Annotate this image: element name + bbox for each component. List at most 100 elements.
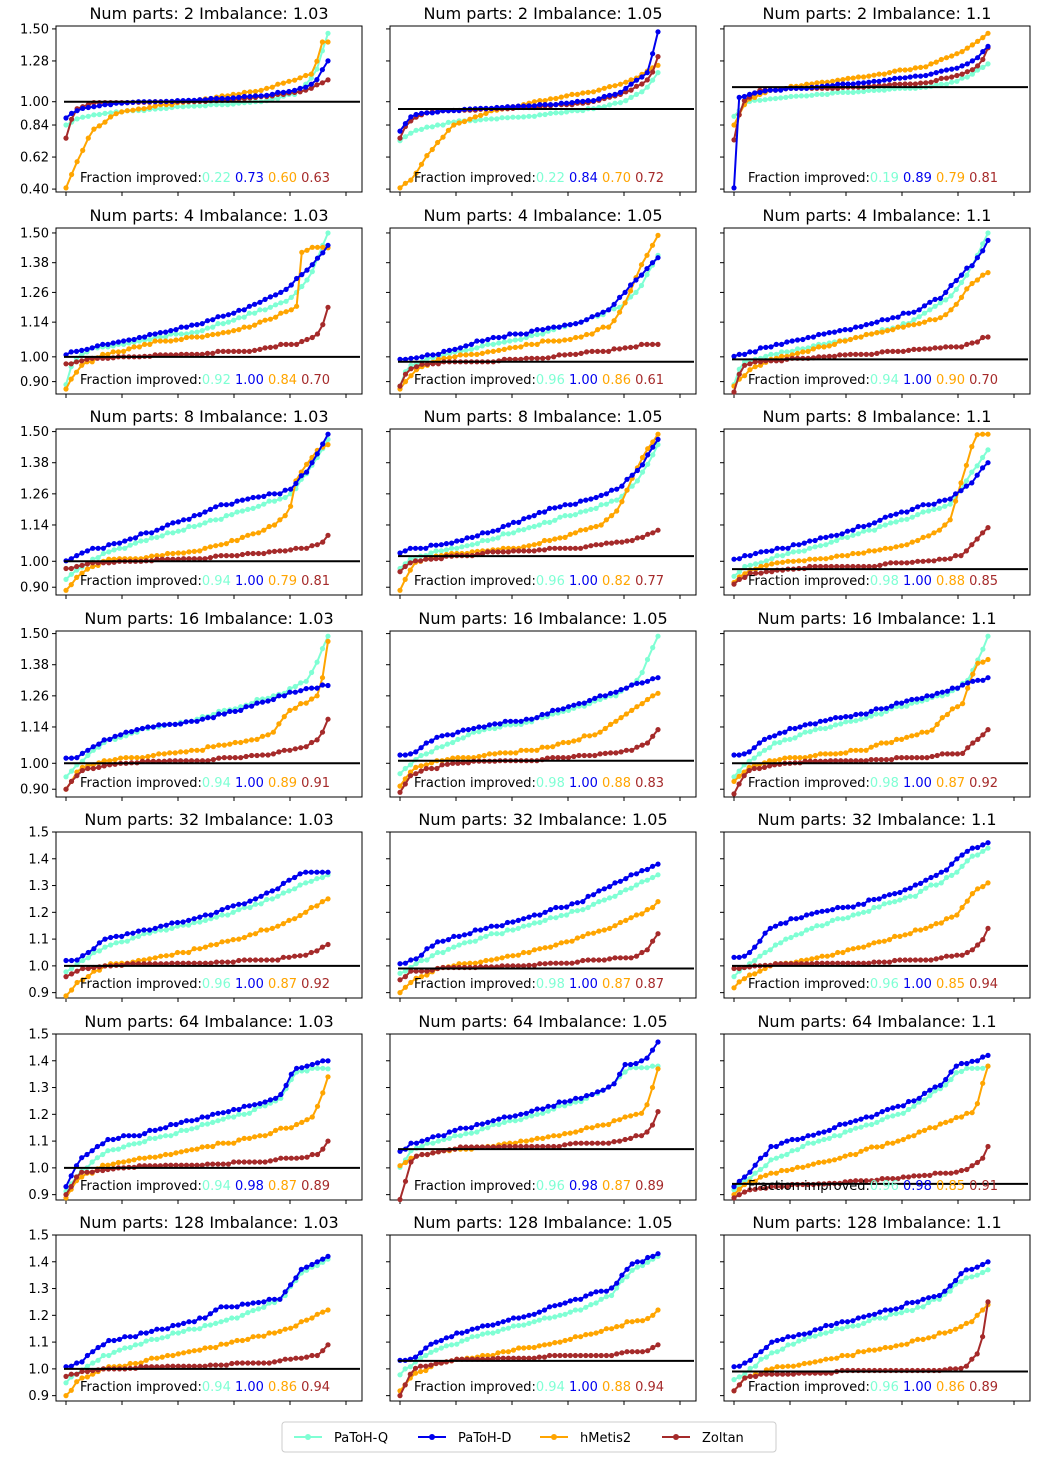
data-point <box>821 1159 827 1165</box>
data-point <box>613 750 619 756</box>
data-point <box>924 755 930 761</box>
data-point <box>855 1315 861 1321</box>
data-point <box>624 476 630 482</box>
data-point <box>429 124 435 130</box>
data-point <box>826 353 832 359</box>
data-point <box>916 1129 922 1135</box>
data-point <box>282 494 288 501</box>
data-point <box>131 336 137 343</box>
data-point <box>556 1099 562 1105</box>
data-point <box>531 523 537 530</box>
data-point <box>985 656 991 663</box>
data-point <box>886 70 893 76</box>
data-point <box>424 957 430 963</box>
data-point <box>452 354 458 360</box>
data-point <box>747 1365 753 1371</box>
data-point <box>603 501 610 507</box>
y-tick-label: 0.90 <box>20 581 49 596</box>
data-point <box>413 364 420 370</box>
data-point <box>95 1357 101 1363</box>
data-point <box>779 1140 785 1146</box>
data-point <box>835 81 841 87</box>
data-point <box>593 523 599 530</box>
data-point <box>320 1058 326 1064</box>
data-point <box>540 327 546 333</box>
data-point <box>741 773 747 779</box>
data-point <box>282 1356 288 1362</box>
data-point <box>763 1172 769 1178</box>
data-point <box>958 1060 965 1067</box>
data-point <box>186 1319 192 1325</box>
data-point <box>861 909 867 915</box>
data-point <box>215 1161 221 1167</box>
data-point <box>840 77 846 83</box>
data-point <box>937 1170 944 1176</box>
data-point <box>789 1148 795 1154</box>
data-point <box>974 463 980 469</box>
data-point <box>273 302 279 308</box>
data-point <box>639 879 645 885</box>
data-point <box>111 1349 117 1355</box>
data-point <box>947 501 953 507</box>
data-point <box>644 678 651 684</box>
data-point <box>319 874 325 881</box>
data-point <box>921 346 928 352</box>
data-point <box>774 560 780 566</box>
data-point <box>923 72 929 79</box>
data-point <box>277 1328 283 1334</box>
y-tick-label: 1.38 <box>20 256 49 271</box>
data-point <box>245 496 251 502</box>
data-point <box>157 1126 163 1132</box>
data-point <box>881 901 887 907</box>
data-point <box>499 923 505 929</box>
subplot: Num parts: 4 Imbalance: 1.030.901.001.14… <box>20 206 363 398</box>
data-point <box>249 703 255 709</box>
data-point <box>449 540 455 546</box>
data-point <box>634 1259 641 1265</box>
y-tick-label: 1.4 <box>28 1255 49 1270</box>
data-point <box>197 1347 203 1353</box>
data-point <box>518 718 524 724</box>
data-point <box>798 93 805 99</box>
data-point <box>79 767 85 774</box>
data-point <box>569 908 575 914</box>
data-point <box>450 732 456 738</box>
data-point <box>869 1144 875 1150</box>
data-point <box>119 939 125 945</box>
data-point <box>294 341 300 347</box>
data-point <box>592 732 598 738</box>
data-point <box>845 904 851 910</box>
fraction-label: Fraction improved: <box>748 776 870 791</box>
data-point <box>763 1151 769 1158</box>
data-point <box>236 1106 242 1113</box>
data-point <box>472 114 478 120</box>
data-point <box>969 263 975 269</box>
data-point <box>948 1076 954 1083</box>
data-point <box>418 1355 424 1361</box>
data-point <box>292 683 298 690</box>
data-point <box>545 338 551 344</box>
data-point <box>919 755 925 761</box>
data-point <box>68 556 74 562</box>
data-point <box>617 1071 623 1077</box>
data-point <box>943 1082 949 1088</box>
data-point <box>126 1142 132 1148</box>
data-point <box>588 525 594 531</box>
data-point <box>186 1326 192 1332</box>
data-point <box>899 755 905 761</box>
data-point <box>424 968 430 974</box>
data-point <box>147 104 153 111</box>
data-point <box>975 844 981 851</box>
data-point <box>863 715 869 721</box>
data-point <box>886 892 893 898</box>
data-point <box>163 1151 169 1158</box>
data-point <box>866 897 872 903</box>
data-point <box>947 517 953 523</box>
data-point <box>762 949 768 956</box>
data-point <box>516 1355 522 1361</box>
data-point <box>69 171 75 178</box>
data-point <box>314 1262 320 1269</box>
data-point <box>479 338 485 344</box>
data-point <box>180 949 186 956</box>
